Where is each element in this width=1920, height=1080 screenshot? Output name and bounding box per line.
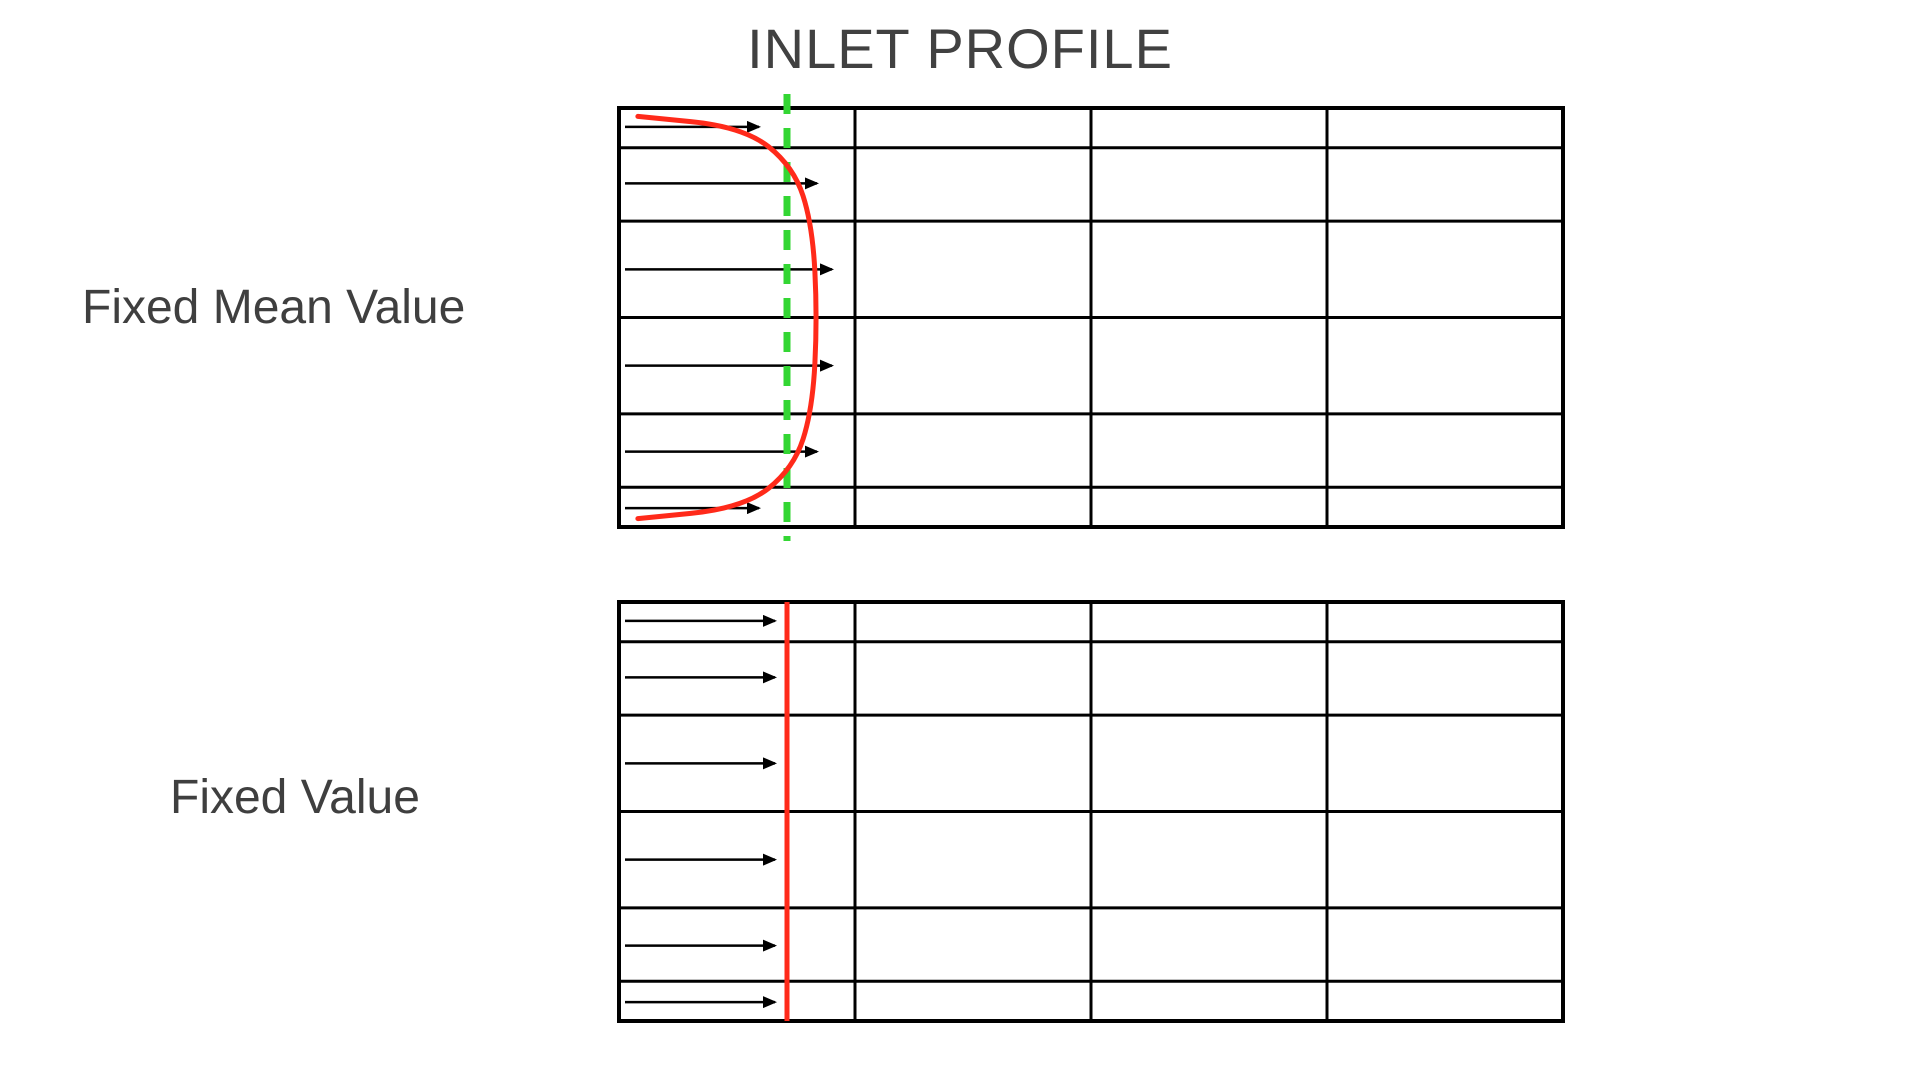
bottom-panel [619,602,1563,1021]
diagram-stage: INLET PROFILE Fixed Mean Value Fixed Val… [0,0,1920,1080]
top-panel [619,94,1563,541]
diagram-svg [0,0,1920,1080]
